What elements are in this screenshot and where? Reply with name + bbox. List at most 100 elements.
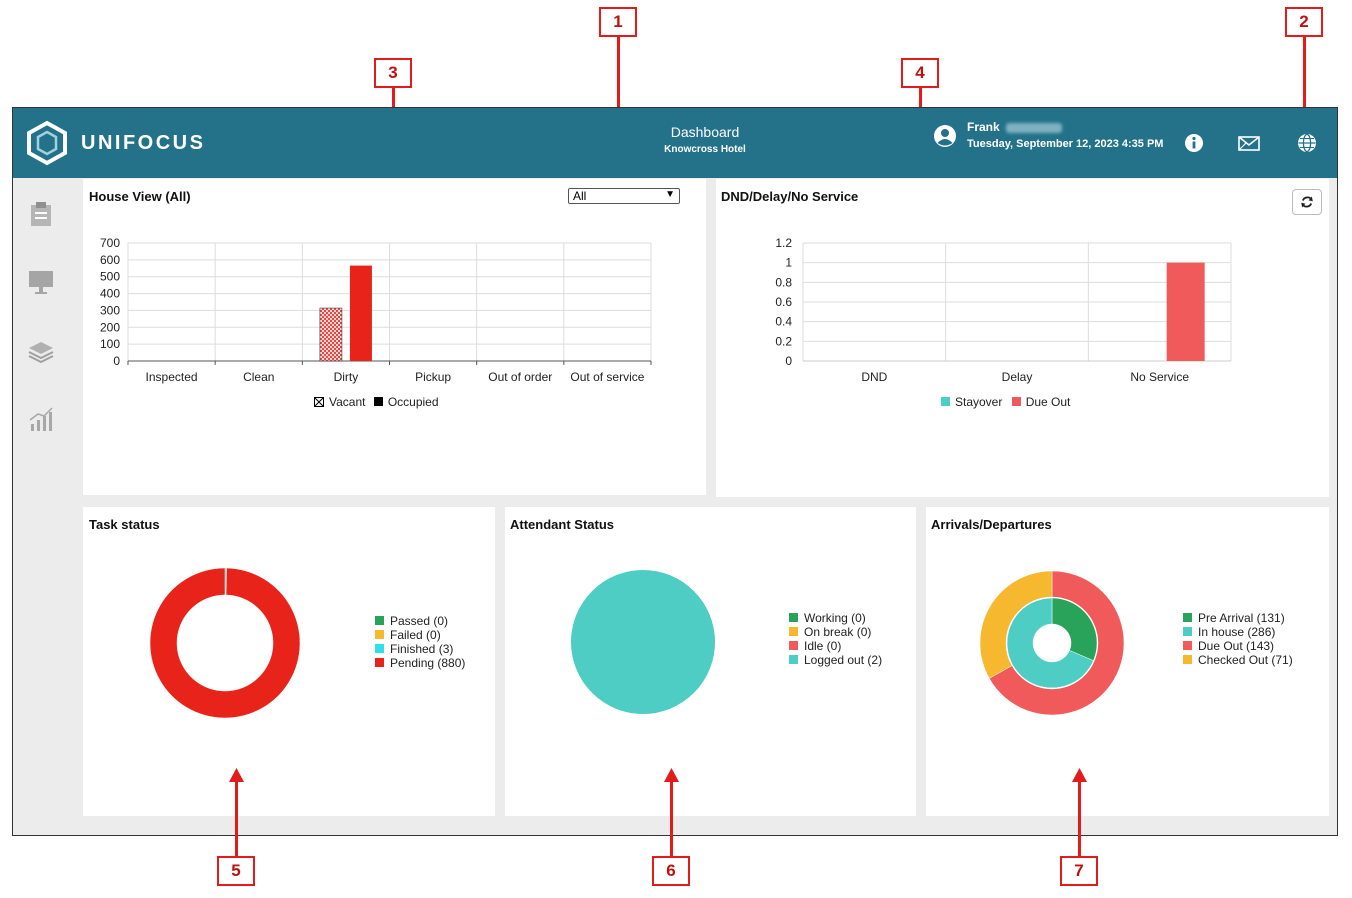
legend-label: Pre Arrival (131) bbox=[1198, 611, 1285, 625]
legend-swatch-icon bbox=[789, 613, 798, 622]
house-view-filter-select[interactable]: All ▼ bbox=[568, 188, 680, 204]
y-tick-label: 700 bbox=[100, 236, 120, 250]
layers-icon[interactable] bbox=[27, 338, 55, 366]
legend-label: Checked Out (71) bbox=[1198, 653, 1293, 667]
brand-name: UNIFOCUS bbox=[81, 132, 206, 154]
y-tick-label: 600 bbox=[100, 253, 120, 267]
legend-label: Failed (0) bbox=[390, 628, 441, 642]
attendant-status-title: Attendant Status bbox=[510, 517, 614, 532]
task-status-title: Task status bbox=[89, 517, 160, 532]
callout-arrow bbox=[1078, 782, 1081, 856]
legend-label: Due Out bbox=[1025, 395, 1071, 409]
legend-item[interactable]: In house (286) bbox=[1183, 625, 1293, 639]
legend-item[interactable]: Checked Out (71) bbox=[1183, 653, 1293, 667]
arrivals-departures-panel: Arrivals/Departures Pre Arrival (131) In … bbox=[926, 507, 1329, 816]
slice-pre-arrival bbox=[1051, 597, 1098, 661]
info-icon[interactable] bbox=[1183, 132, 1205, 154]
legend-label: Passed (0) bbox=[390, 614, 449, 628]
dnd-legend: Stayover Due Out bbox=[935, 395, 1070, 409]
callout-3: 3 bbox=[374, 58, 412, 88]
y-tick-label: 0 bbox=[113, 354, 120, 368]
task-status-panel: Task status Passed (0) Failed (0) Finished… bbox=[83, 507, 495, 816]
vacant-swatch-icon bbox=[313, 396, 325, 408]
callout-4: 4 bbox=[901, 58, 939, 88]
mail-icon[interactable] bbox=[1237, 132, 1261, 154]
y-tick-label: 500 bbox=[100, 270, 120, 284]
legend-swatch-icon bbox=[375, 630, 384, 639]
page-title: Dashboard bbox=[670, 124, 740, 140]
analytics-icon[interactable] bbox=[27, 406, 55, 434]
sidebar bbox=[13, 178, 73, 835]
refresh-button[interactable] bbox=[1292, 189, 1322, 215]
callout-arrow bbox=[617, 37, 620, 170]
y-tick-label: 200 bbox=[100, 320, 120, 334]
monitor-icon[interactable] bbox=[27, 268, 55, 296]
refresh-icon bbox=[1301, 196, 1313, 208]
legend-item[interactable]: On break (0) bbox=[789, 625, 882, 639]
legend-item[interactable]: Finished (3) bbox=[375, 642, 465, 656]
legend-item-due-out[interactable]: Due Out bbox=[1006, 395, 1071, 409]
y-tick-label: 0.6 bbox=[775, 295, 792, 309]
current-datetime: Tuesday, September 12, 2023 4:35 PM bbox=[967, 138, 1164, 150]
house-view-chart: 700 600 500 400 300 200 100 0 Inspected Clean Dirt… bbox=[100, 236, 652, 384]
slice-due-out bbox=[988, 570, 1125, 716]
callout-5: 5 bbox=[217, 856, 255, 886]
user-avatar-icon[interactable] bbox=[933, 124, 957, 148]
callout-arrow bbox=[235, 782, 238, 856]
arrow-head bbox=[229, 768, 244, 782]
legend-label: On break (0) bbox=[804, 625, 872, 639]
arrivals-departures-title: Arrivals/Departures bbox=[931, 517, 1052, 532]
legend-item-stayover[interactable]: Stayover bbox=[935, 395, 1002, 409]
legend-item[interactable]: Pre Arrival (131) bbox=[1183, 611, 1293, 625]
filter-selected-value: All bbox=[573, 189, 587, 203]
top-bar: UNIFOCUS Dashboard Knowcross Hotel Frank… bbox=[13, 108, 1337, 178]
legend-item[interactable]: Logged out (2) bbox=[789, 653, 882, 667]
globe-icon[interactable] bbox=[1296, 132, 1318, 154]
user-first-name: Frank bbox=[967, 120, 1000, 134]
legend-label: Logged out (2) bbox=[804, 653, 883, 667]
arrow-head bbox=[664, 768, 679, 782]
task-status-chart bbox=[149, 567, 301, 719]
occupied-swatch-icon bbox=[373, 397, 383, 406]
legend-item[interactable]: Working (0) bbox=[789, 611, 882, 625]
x-tick-label: Out of service bbox=[570, 370, 644, 384]
callout-7: 7 bbox=[1060, 856, 1098, 886]
y-tick-label: 1 bbox=[785, 256, 792, 270]
arrivals-departures-chart bbox=[979, 570, 1125, 716]
dnd-chart: 1.2 1 0.8 0.6 0.4 0.2 0 DND Delay No Service bbox=[775, 236, 1232, 384]
legend-swatch-icon bbox=[375, 644, 384, 653]
legend-swatch-icon bbox=[789, 627, 798, 636]
legend-item[interactable]: Idle (0) bbox=[789, 639, 882, 653]
x-tick-label: Clean bbox=[243, 370, 274, 384]
app-window: UNIFOCUS Dashboard Knowcross Hotel Frank… bbox=[12, 107, 1338, 836]
legend-swatch-icon bbox=[789, 655, 798, 664]
legend-label: Finished (3) bbox=[390, 642, 454, 656]
legend-label: Idle (0) bbox=[804, 639, 842, 653]
y-tick-label: 0 bbox=[785, 354, 792, 368]
callout-arrow bbox=[670, 782, 673, 856]
attendant-status-panel: Attendant Status Working (0) On break (0)… bbox=[505, 507, 916, 816]
page-heading: Dashboard Knowcross Hotel bbox=[605, 124, 805, 155]
clipboard-icon[interactable] bbox=[27, 200, 55, 228]
legend-label: Occupied bbox=[387, 395, 439, 409]
task-status-legend: Passed (0) Failed (0) Finished (3) Pending … bbox=[375, 614, 465, 670]
x-tick-label: Dirty bbox=[334, 370, 359, 384]
legend-swatch-icon bbox=[1183, 613, 1192, 622]
y-tick-label: 100 bbox=[100, 337, 120, 351]
x-tick-label: Delay bbox=[1002, 370, 1033, 384]
legend-item[interactable]: Due Out (143) bbox=[1183, 639, 1293, 653]
legend-item[interactable]: Failed (0) bbox=[375, 628, 465, 642]
house-view-panel: House View (All) All ▼ 700 600 500 400 300 20… bbox=[83, 179, 706, 495]
house-view-title: House View (All) bbox=[89, 189, 191, 204]
legend-swatch-icon bbox=[1183, 655, 1192, 664]
user-name[interactable]: Frank bbox=[967, 120, 1062, 134]
callout-1: 1 bbox=[599, 7, 637, 37]
bar-due-out bbox=[1166, 262, 1205, 361]
callout-6: 6 bbox=[652, 856, 690, 886]
slice-pending bbox=[149, 567, 301, 719]
legend-item[interactable]: Pending (880) bbox=[375, 656, 465, 670]
legend-label: Due Out (143) bbox=[1198, 639, 1275, 653]
legend-item-occupied[interactable]: Occupied bbox=[373, 395, 439, 409]
legend-item[interactable]: Passed (0) bbox=[375, 614, 465, 628]
legend-item-vacant[interactable]: Vacant bbox=[313, 395, 365, 409]
